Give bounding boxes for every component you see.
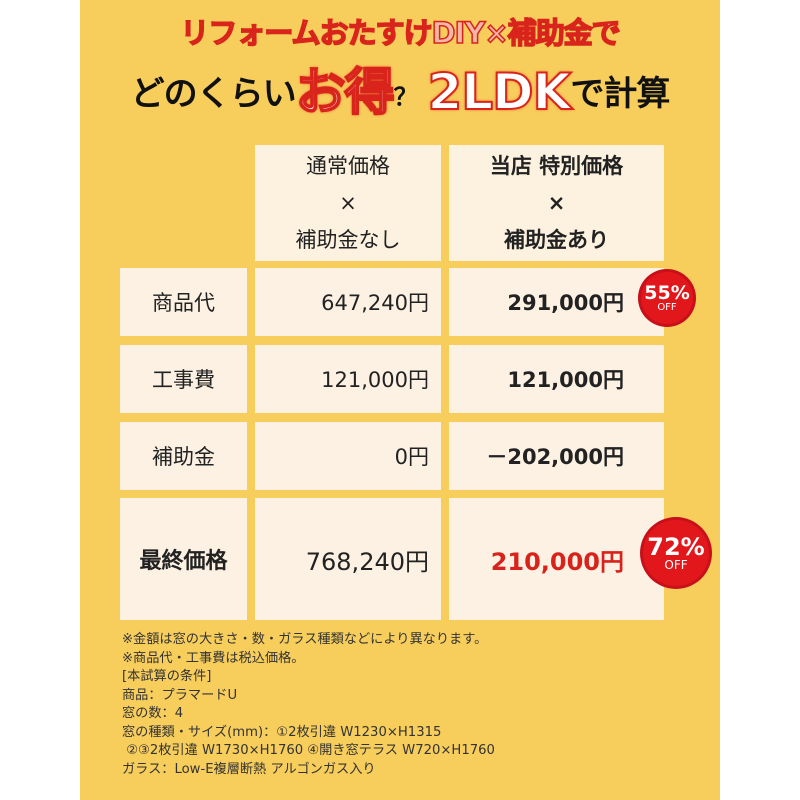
header-normal-line: 通常価格 <box>306 153 390 178</box>
headline-question: ？ <box>393 83 418 111</box>
badge-percent: 72% <box>647 533 705 561</box>
badge-off: OFF <box>664 558 688 572</box>
note-line: 窓の数：4 <box>122 706 184 721</box>
header-normal-line: 補助金なし <box>295 227 401 252</box>
badge-off: OFF <box>657 301 677 313</box>
note-line: ※商品代・工事費は税込価格。 <box>122 650 305 666</box>
final-special-price: 210,000円 <box>449 498 664 620</box>
special-price: 121,000円 <box>449 345 664 413</box>
header-normal: 通常価格 × 補助金なし <box>255 145 441 261</box>
header-normal-line: × <box>339 190 357 215</box>
row-label: 工事費 <box>120 345 247 413</box>
header-special-line: 当店 特別価格 <box>489 153 624 178</box>
normal-price: 768,240円 <box>255 498 441 620</box>
normal-price: 0円 <box>255 422 441 490</box>
note-line: ②③2枚引違 W1730×H1760 ④開き窓テラス W720×H1760 <box>122 743 495 758</box>
headline-otoku: お得 <box>295 62 396 122</box>
special-price: 291,000円 <box>449 268 664 336</box>
row-label: 商品代 <box>120 268 247 336</box>
notes: ※金額は窓の大きさ・数・ガラス種類などにより異なります。 ※商品代・工事費は税込… <box>122 631 495 779</box>
headline-pre: どのくらい <box>130 74 297 114</box>
headline-line1: リフォームおたすけDIY×補助金で <box>180 15 622 51</box>
header-special: 当店 特別価格 × 補助金あり <box>449 145 664 261</box>
headline-line2: どのくらいお得？ 2LDKで計算 <box>0 52 800 124</box>
headline-post: で計算 <box>570 74 670 114</box>
headline-2ldk: 2LDK <box>426 62 572 122</box>
note-line: ガラス：Low-E複層断熱 アルゴンガス入り <box>122 761 376 777</box>
row-label: 補助金 <box>120 422 247 490</box>
note-line: 商品：プラマードU <box>122 687 238 703</box>
note-line: ※金額は窓の大きさ・数・ガラス種類などにより異なります。 <box>122 632 488 647</box>
header-special-line: 補助金あり <box>504 227 609 252</box>
note-line: 窓の種類・サイズ(mm)：①2枚引違 W1230×H1315 <box>122 724 442 740</box>
special-price: －202,000円 <box>449 422 664 490</box>
badge-percent: 55% <box>644 281 690 304</box>
note-line: [本試算の条件] <box>122 669 212 684</box>
header-special-line: × <box>547 190 566 215</box>
discount-badge-72: 72% OFF <box>643 520 709 586</box>
row-label: 最終価格 <box>120 498 247 620</box>
normal-price: 121,000円 <box>255 345 441 413</box>
normal-price: 647,240円 <box>255 268 441 336</box>
discount-badge-55: 55% OFF <box>641 272 693 324</box>
